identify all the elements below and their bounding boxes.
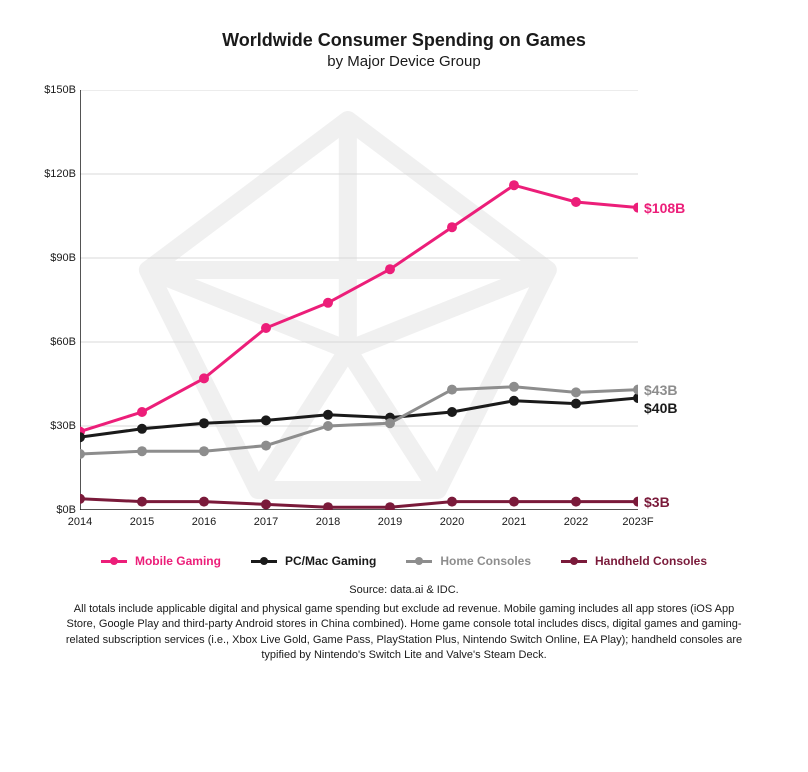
legend-label: Handheld Consoles — [595, 554, 707, 568]
y-axis-labels: $0B$30B$60B$90B$120B$150B — [28, 90, 76, 510]
y-tick-label: $150B — [44, 84, 76, 96]
y-tick-label: $90B — [50, 252, 76, 264]
footnote-text: All totals include applicable digital an… — [64, 602, 744, 664]
y-tick-label: $120B — [44, 168, 76, 180]
y-tick-label: $0B — [56, 504, 76, 516]
series-end-labels: $108B $43B $40B $3B — [640, 90, 704, 510]
x-tick-label: 2023F — [622, 516, 653, 528]
chart-title: Worldwide Consumer Spending on Games — [30, 30, 778, 51]
chart-container: Worldwide Consumer Spending on Games by … — [0, 0, 808, 684]
x-tick-label: 2018 — [316, 516, 340, 528]
title-block: Worldwide Consumer Spending on Games by … — [30, 30, 778, 70]
legend-item: PC/Mac Gaming — [251, 554, 376, 568]
series-end-label: $108B — [644, 200, 685, 216]
legend-swatch-icon — [101, 556, 127, 566]
legend-item: Home Consoles — [406, 554, 531, 568]
legend-item: Mobile Gaming — [101, 554, 221, 568]
y-tick-label: $60B — [50, 336, 76, 348]
plot-area: $0B$30B$60B$90B$120B$150B $108B$43B$40B$… — [80, 90, 638, 510]
legend: Mobile Gaming PC/Mac Gaming Home Consoles H… — [30, 554, 778, 568]
series-end-label: $3B — [644, 494, 670, 510]
chart-subtitle: by Major Device Group — [30, 53, 778, 70]
legend-label: Home Consoles — [440, 554, 531, 568]
source-text: Source: data.ai & IDC. — [30, 584, 778, 596]
y-tick-label: $30B — [50, 420, 76, 432]
legend-swatch-icon — [406, 556, 432, 566]
x-tick-label: 2019 — [378, 516, 402, 528]
series-end-label: $40B — [644, 400, 677, 416]
legend-label: Mobile Gaming — [135, 554, 221, 568]
x-tick-label: 2020 — [440, 516, 464, 528]
x-tick-label: 2021 — [502, 516, 526, 528]
legend-label: PC/Mac Gaming — [285, 554, 376, 568]
legend-swatch-icon — [561, 556, 587, 566]
line-chart-svg — [80, 90, 638, 510]
legend-item: Handheld Consoles — [561, 554, 707, 568]
legend-swatch-icon — [251, 556, 277, 566]
x-tick-label: 2017 — [254, 516, 278, 528]
x-tick-label: 2016 — [192, 516, 216, 528]
x-tick-label: 2014 — [68, 516, 92, 528]
x-axis-labels: 2014201520162017201820192020202120222023… — [80, 510, 638, 534]
x-tick-label: 2015 — [130, 516, 154, 528]
x-tick-label: 2022 — [564, 516, 588, 528]
series-end-label: $43B — [644, 382, 677, 398]
